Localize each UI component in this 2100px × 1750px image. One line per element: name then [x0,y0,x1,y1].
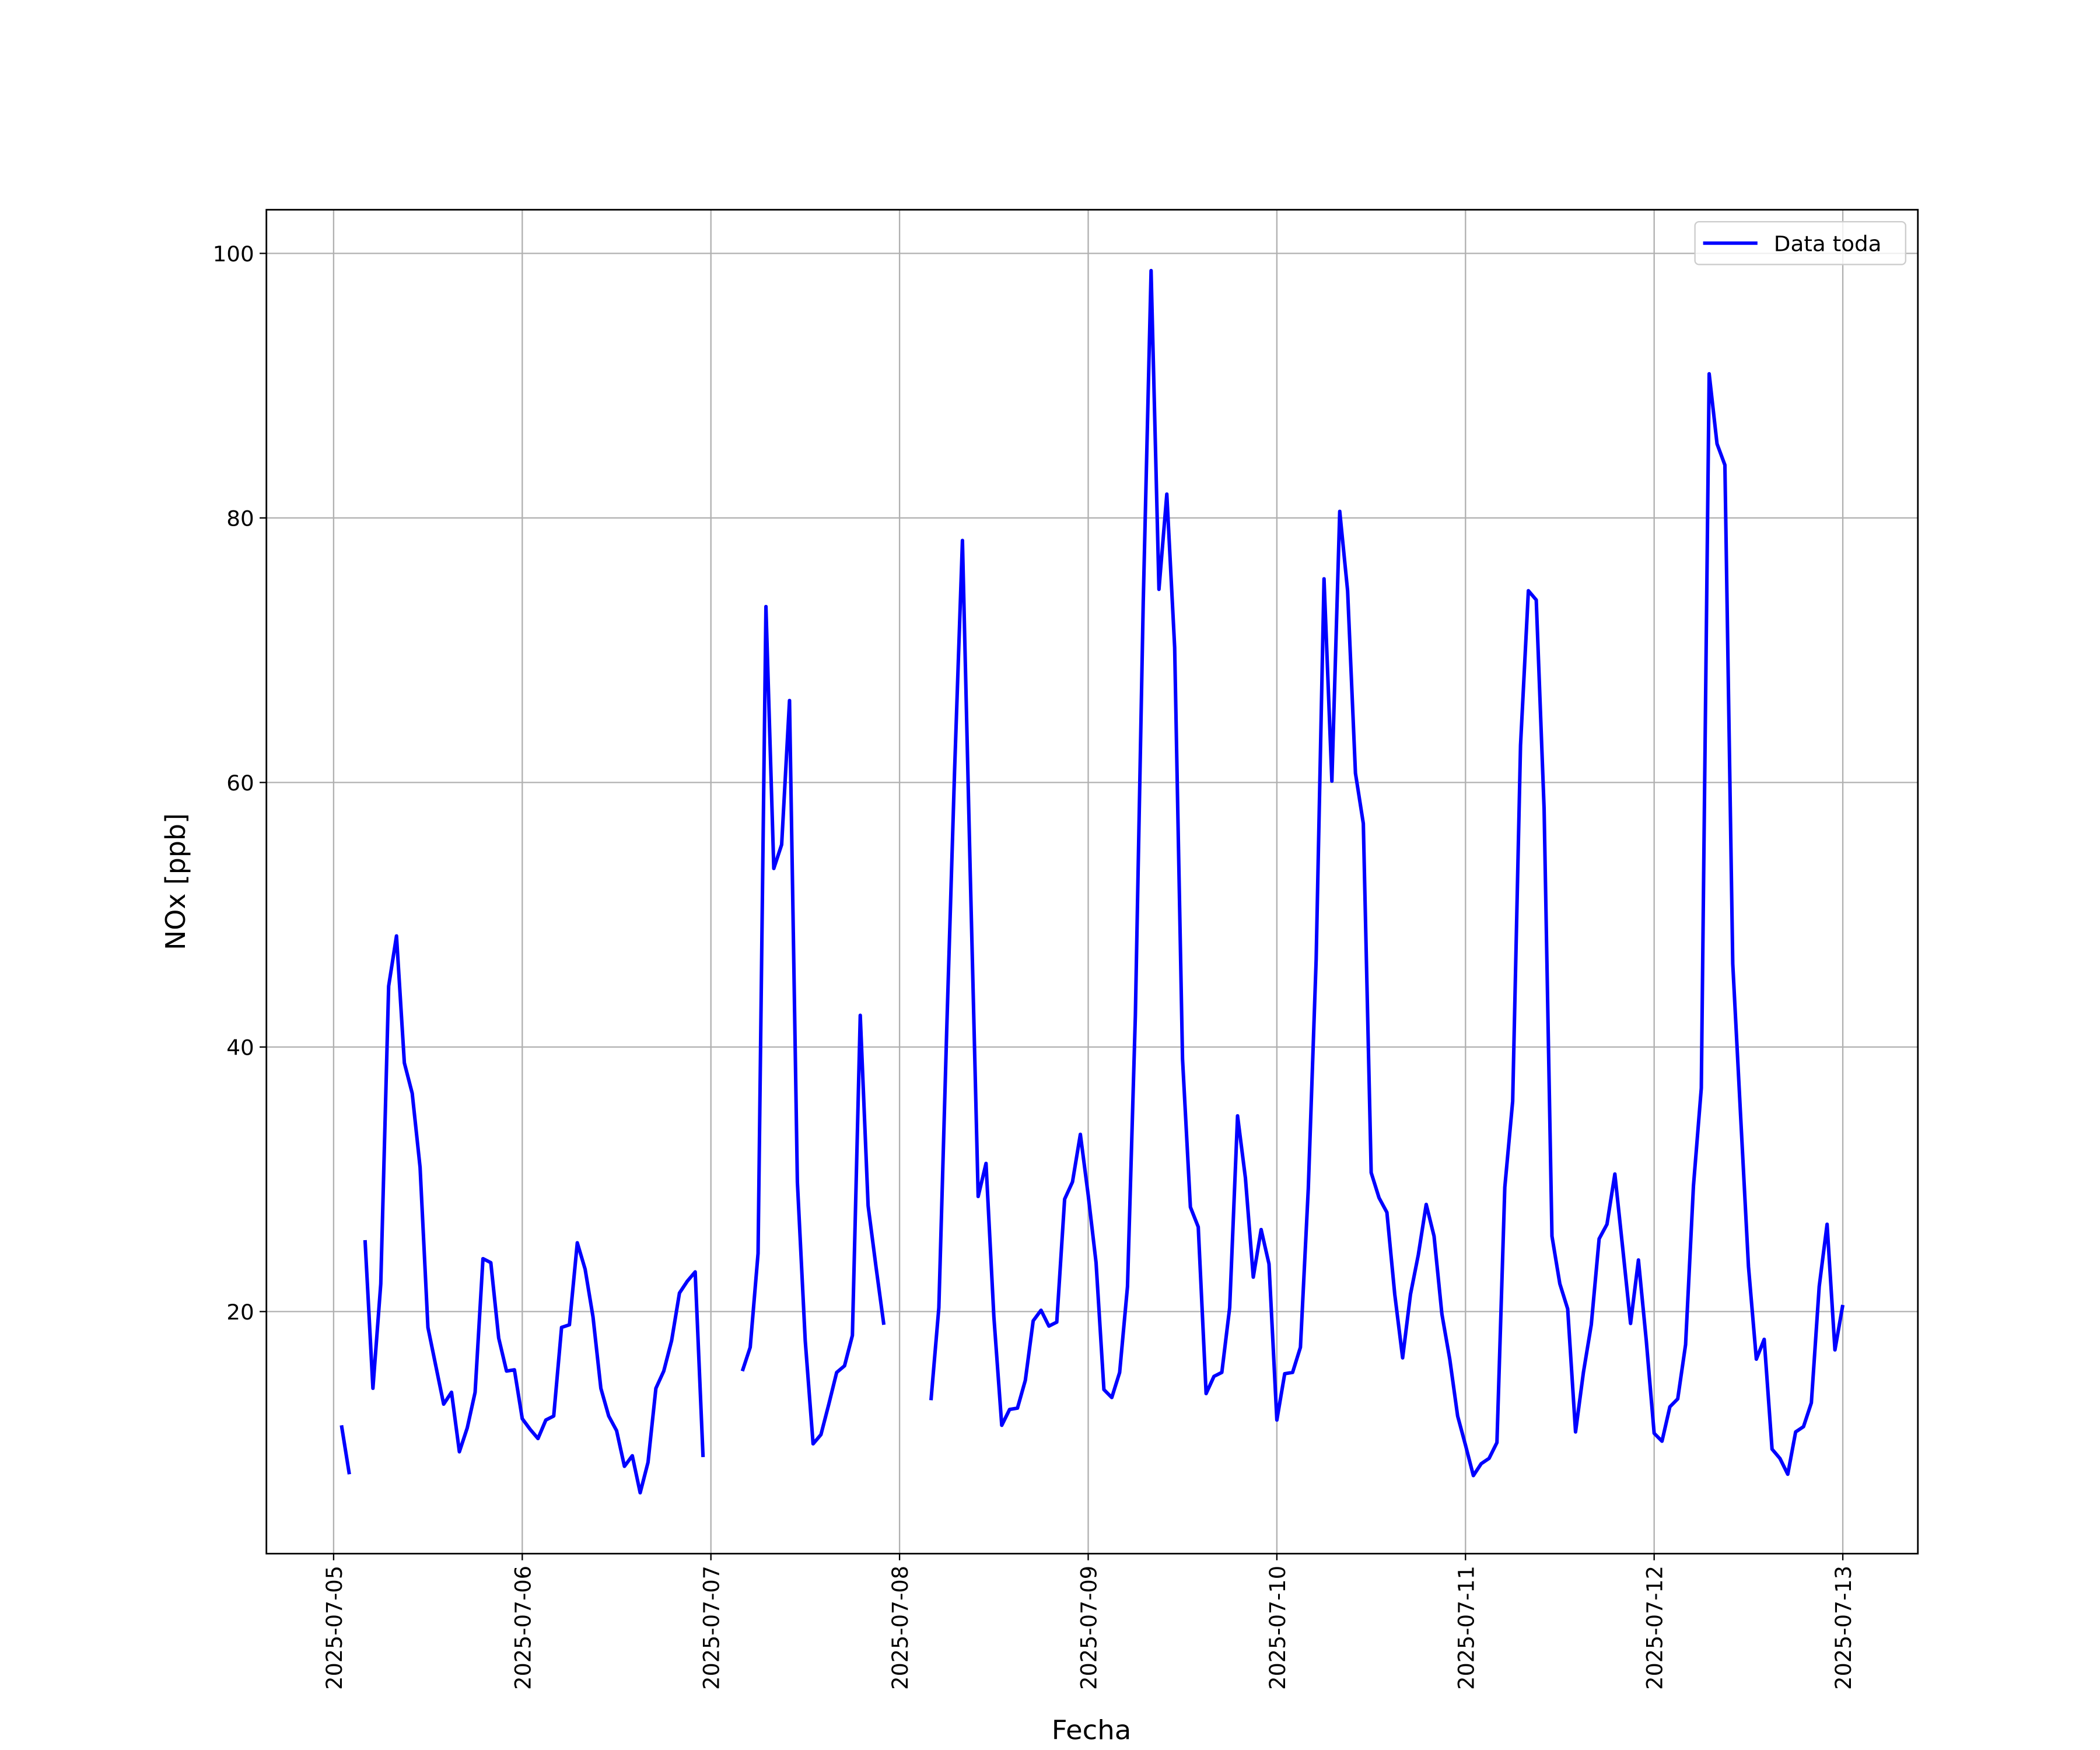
data-line [340,268,1845,1495]
legend: Data toda [1694,221,1906,265]
x-tick-label: 2025-07-08 [888,1566,913,1690]
y-tick-label: 60 [226,771,254,796]
x-tick-label: 2025-07-06 [510,1566,536,1690]
y-tick-label: 20 [226,1300,254,1325]
legend-box [1694,221,1906,265]
y-tick-label: 40 [226,1035,254,1060]
y-tick-label: 80 [226,506,254,531]
y-tick-label: 100 [213,242,254,267]
x-tick-label: 2025-07-07 [699,1566,724,1690]
x-tick-label: 2025-07-05 [322,1566,347,1690]
legend-label: Data toda [1774,232,1882,257]
x-tick-label: 2025-07-10 [1265,1566,1290,1690]
x-tick-label: 2025-07-13 [1831,1566,1856,1690]
x-tick-label: 2025-07-11 [1454,1566,1479,1690]
x-tick-label: 2025-07-09 [1076,1566,1101,1690]
x-tick-label: 2025-07-12 [1642,1566,1667,1690]
x-axis-label: Fecha [1052,1714,1132,1746]
y-axis-label: NOx [ppb] [160,813,191,950]
plot-frame [265,209,1919,1555]
